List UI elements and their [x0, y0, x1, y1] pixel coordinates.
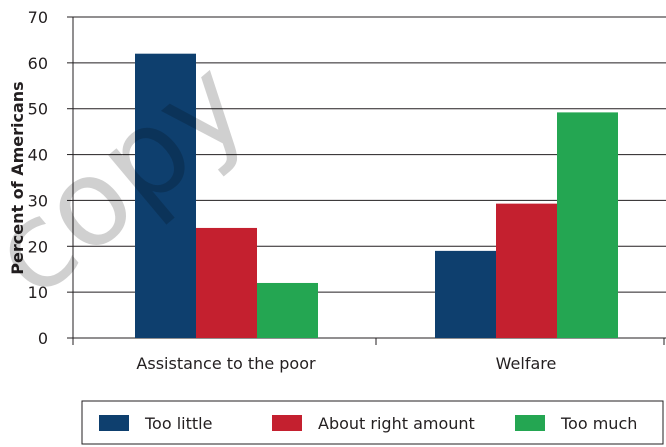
legend-frame — [81, 400, 664, 445]
bar-too-much-1 — [257, 282, 318, 338]
y-axis-label: Percent of Americans — [8, 81, 27, 274]
x-category-label: Assistance to the poor — [136, 354, 316, 373]
y-tick-labels: 0 10 20 30 40 50 60 70 — [28, 8, 48, 348]
legend-swatch-1 — [99, 415, 129, 431]
bar-about-right-amount-1 — [196, 227, 257, 338]
bar-too-little-1 — [135, 53, 196, 338]
legend-label-3: Too much — [560, 414, 637, 433]
bar-about-right-amount-2 — [496, 203, 557, 338]
y-tick-label: 60 — [28, 54, 48, 73]
y-tick-label: 0 — [38, 329, 48, 348]
bars — [135, 53, 618, 338]
legend-label-1: Too little — [144, 414, 212, 433]
y-tick-label: 50 — [28, 100, 48, 119]
y-tick-label: 20 — [28, 237, 48, 256]
bar-too-much-2 — [557, 112, 618, 338]
x-category-label: Welfare — [496, 354, 557, 373]
y-tick-label: 70 — [28, 8, 48, 27]
legend: Too little About right amount Too much — [81, 400, 664, 445]
y-tick-label: 40 — [28, 146, 48, 165]
legend-swatch-2 — [272, 415, 302, 431]
legend-swatch-3 — [515, 415, 545, 431]
x-category-labels: Assistance to the poor Welfare — [136, 354, 556, 373]
legend-label-2: About right amount — [318, 414, 475, 433]
x-axis — [72, 338, 665, 345]
y-tick-label: 10 — [28, 283, 48, 302]
bar-too-little-2 — [435, 250, 496, 338]
y-tick-label: 30 — [28, 191, 48, 210]
